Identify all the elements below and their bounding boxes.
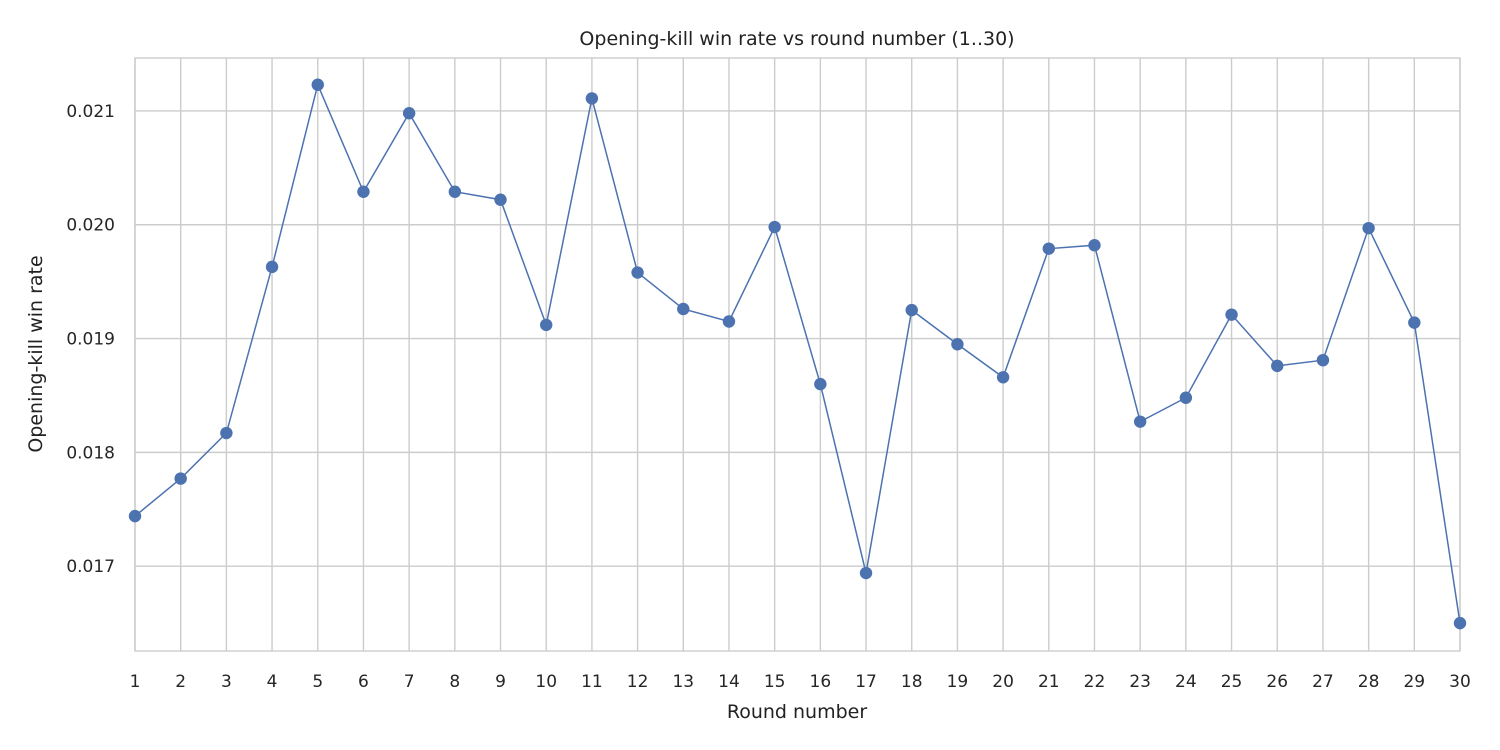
x-tick-label: 20	[992, 672, 1014, 692]
x-tick-label: 21	[1038, 672, 1060, 692]
data-point	[402, 107, 416, 120]
x-tick-label: 4	[267, 672, 278, 692]
x-tick-label: 28	[1358, 672, 1380, 692]
data-point	[1179, 391, 1193, 404]
grid	[134, 58, 1461, 651]
x-tick-label: 22	[1084, 672, 1106, 692]
x-tick-label: 23	[1129, 672, 1151, 692]
series-layer	[128, 78, 1467, 630]
data-point	[1088, 239, 1101, 252]
data-point	[1408, 316, 1421, 329]
y-axis-ticks: 0.017 0.018 0.019 0.020 0.021	[66, 102, 115, 577]
x-tick-label: 8	[449, 672, 460, 692]
chart-title: Opening-kill win rate vs round number (1…	[579, 28, 1014, 50]
data-point	[1453, 616, 1467, 630]
x-tick-label: 26	[1266, 672, 1288, 692]
data-point	[265, 260, 279, 274]
x-tick-label: 1	[130, 672, 141, 692]
y-tick-label: 0.019	[66, 330, 115, 350]
data-point	[1042, 242, 1055, 255]
y-axis-label: Opening-kill win rate	[25, 255, 47, 452]
data-point	[1316, 353, 1330, 367]
data-point	[722, 315, 736, 328]
x-tick-label: 18	[901, 672, 923, 692]
data-point	[859, 566, 873, 580]
data-point	[905, 303, 918, 317]
y-tick-label: 0.017	[66, 557, 115, 577]
data-point	[220, 426, 233, 440]
x-tick-label: 3	[221, 672, 232, 692]
x-tick-label: 27	[1312, 672, 1334, 692]
data-point	[448, 185, 462, 198]
data-point	[1133, 415, 1147, 428]
x-tick-label: 24	[1175, 672, 1197, 692]
data-point	[1362, 221, 1375, 235]
data-point	[174, 472, 187, 485]
x-tick-label: 12	[627, 672, 649, 692]
x-tick-label: 17	[855, 672, 877, 692]
x-axis-ticks: 1 2 3 4 5 6 7 8 9 10 11 12 13 14 15 16 17 18 19 20 21 22 23 24 2…	[130, 672, 1471, 692]
x-axis-label: Round number	[727, 701, 867, 723]
x-tick-label: 2	[175, 672, 186, 692]
data-point	[494, 193, 507, 206]
x-tick-label: 5	[312, 672, 323, 692]
x-tick-label: 29	[1403, 672, 1425, 692]
series-line	[134, 82, 1461, 624]
data-point	[311, 78, 324, 91]
data-point	[1225, 308, 1238, 321]
plot-area-border	[134, 57, 1461, 652]
x-tick-label: 25	[1221, 672, 1243, 692]
y-tick-label: 0.021	[66, 102, 115, 122]
x-tick-label: 13	[672, 672, 694, 692]
data-point	[585, 92, 599, 105]
data-point	[357, 185, 370, 198]
y-tick-label: 0.020	[66, 216, 115, 236]
data-point	[631, 266, 644, 279]
x-tick-label: 14	[718, 672, 740, 692]
data-point	[540, 318, 553, 332]
data-point	[814, 377, 827, 391]
data-point	[996, 371, 1010, 384]
data-point	[1271, 359, 1284, 373]
data-point	[951, 338, 964, 351]
x-tick-label: 9	[495, 672, 506, 692]
x-tick-label: 15	[764, 672, 786, 692]
y-tick-label: 0.018	[66, 443, 115, 463]
data-point	[128, 509, 142, 523]
x-tick-label: 6	[358, 672, 369, 692]
x-tick-label: 10	[535, 672, 557, 692]
x-tick-label: 7	[404, 672, 415, 692]
data-point	[768, 220, 781, 234]
x-tick-label: 19	[947, 672, 969, 692]
x-tick-label: 16	[810, 672, 832, 692]
x-tick-label: 30	[1449, 672, 1471, 692]
data-point	[677, 302, 690, 316]
x-tick-label: 11	[581, 672, 603, 692]
